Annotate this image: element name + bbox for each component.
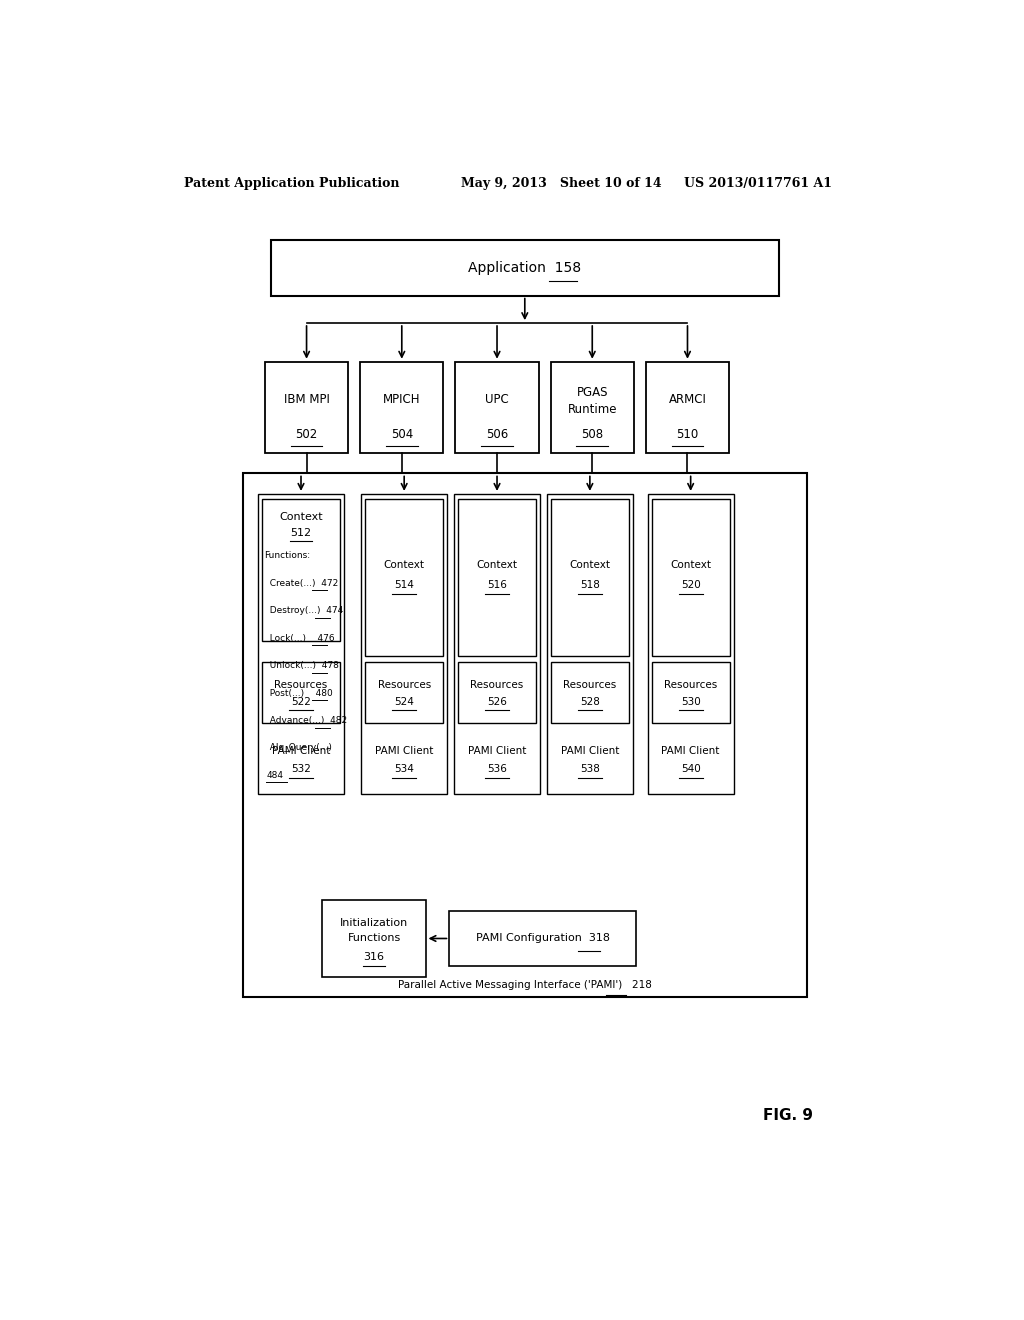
Text: 514: 514 — [394, 579, 414, 590]
FancyBboxPatch shape — [323, 900, 426, 977]
Text: MPICH: MPICH — [383, 393, 421, 405]
Text: May 9, 2013   Sheet 10 of 14: May 9, 2013 Sheet 10 of 14 — [461, 177, 662, 190]
FancyBboxPatch shape — [366, 661, 443, 722]
Text: Initialization: Initialization — [340, 919, 409, 928]
FancyBboxPatch shape — [651, 661, 729, 722]
Text: Create(...)  472: Create(...) 472 — [264, 578, 339, 587]
FancyBboxPatch shape — [262, 661, 340, 722]
Text: US 2013/0117761 A1: US 2013/0117761 A1 — [684, 177, 831, 190]
Text: Parallel Active Messaging Interface ('PAMI')   218: Parallel Active Messaging Interface ('PA… — [398, 979, 651, 990]
Text: Context: Context — [280, 512, 323, 523]
Text: PAMI Client: PAMI Client — [271, 746, 330, 756]
Text: PAMI Client: PAMI Client — [468, 746, 526, 756]
Text: 316: 316 — [364, 952, 385, 962]
Text: 484: 484 — [266, 771, 283, 780]
Text: Post(...)    480: Post(...) 480 — [264, 689, 333, 697]
FancyBboxPatch shape — [458, 661, 536, 722]
Text: IBM MPI: IBM MPI — [284, 393, 330, 405]
Text: 538: 538 — [580, 764, 600, 775]
Text: 534: 534 — [394, 764, 414, 775]
Text: Context: Context — [476, 561, 517, 570]
Text: 516: 516 — [487, 579, 507, 590]
Text: ARMCI: ARMCI — [669, 393, 707, 405]
Text: Resources: Resources — [664, 680, 717, 690]
Text: PGAS: PGAS — [577, 385, 608, 399]
Text: Patent Application Publication: Patent Application Publication — [183, 177, 399, 190]
Text: 530: 530 — [681, 697, 700, 708]
Text: 526: 526 — [487, 697, 507, 708]
FancyBboxPatch shape — [360, 362, 443, 453]
Text: Context: Context — [569, 561, 610, 570]
Text: PAMI Configuration  318: PAMI Configuration 318 — [476, 933, 609, 944]
Text: UPC: UPC — [485, 393, 509, 405]
Text: 508: 508 — [582, 429, 603, 441]
FancyBboxPatch shape — [551, 661, 629, 722]
FancyBboxPatch shape — [265, 362, 348, 453]
Text: Destroy(...)  474: Destroy(...) 474 — [264, 606, 344, 615]
Text: 510: 510 — [677, 429, 698, 441]
FancyBboxPatch shape — [243, 474, 807, 997]
FancyBboxPatch shape — [646, 362, 729, 453]
Text: 532: 532 — [291, 764, 311, 775]
Text: Runtime: Runtime — [567, 403, 617, 416]
Text: 504: 504 — [391, 429, 413, 441]
Text: 536: 536 — [487, 764, 507, 775]
Text: Context: Context — [384, 561, 425, 570]
FancyBboxPatch shape — [551, 362, 634, 453]
FancyBboxPatch shape — [458, 499, 536, 656]
FancyBboxPatch shape — [361, 494, 447, 793]
Text: 520: 520 — [681, 579, 700, 590]
Text: 522: 522 — [291, 697, 311, 708]
FancyBboxPatch shape — [366, 499, 443, 656]
Text: 502: 502 — [296, 429, 317, 441]
Text: Functions: Functions — [347, 933, 400, 944]
FancyBboxPatch shape — [258, 494, 344, 793]
FancyBboxPatch shape — [456, 362, 539, 453]
FancyBboxPatch shape — [455, 494, 540, 793]
Text: PAMI Client: PAMI Client — [662, 746, 720, 756]
FancyBboxPatch shape — [547, 494, 633, 793]
Text: 524: 524 — [394, 697, 414, 708]
Text: 512: 512 — [291, 528, 311, 539]
Text: 506: 506 — [486, 429, 508, 441]
FancyBboxPatch shape — [450, 911, 636, 966]
Text: Advance(...)  482: Advance(...) 482 — [264, 715, 347, 725]
Text: Context: Context — [670, 561, 711, 570]
Text: Resources: Resources — [274, 680, 328, 690]
FancyBboxPatch shape — [651, 499, 729, 656]
Text: Resources: Resources — [378, 680, 431, 690]
Text: Resources: Resources — [470, 680, 523, 690]
Text: Unlock(...)  478: Unlock(...) 478 — [264, 661, 339, 671]
Text: PAMI Client: PAMI Client — [561, 746, 620, 756]
Text: 540: 540 — [681, 764, 700, 775]
Text: Alg_Query(...): Alg_Query(...) — [264, 743, 333, 752]
Text: 518: 518 — [580, 579, 600, 590]
Text: Functions:: Functions: — [264, 552, 310, 560]
Text: Resources: Resources — [563, 680, 616, 690]
Text: 528: 528 — [580, 697, 600, 708]
Text: Application  158: Application 158 — [468, 260, 582, 275]
FancyBboxPatch shape — [262, 499, 340, 642]
Text: FIG. 9: FIG. 9 — [763, 1109, 813, 1123]
Text: PAMI Client: PAMI Client — [375, 746, 433, 756]
FancyBboxPatch shape — [648, 494, 733, 793]
Text: Lock(...)    476: Lock(...) 476 — [264, 634, 335, 643]
FancyBboxPatch shape — [551, 499, 629, 656]
FancyBboxPatch shape — [270, 240, 779, 296]
